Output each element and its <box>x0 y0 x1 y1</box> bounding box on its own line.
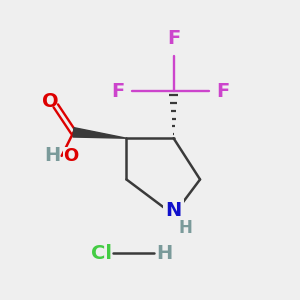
Text: H: H <box>44 146 60 165</box>
Text: F: F <box>112 82 125 100</box>
Text: O: O <box>63 147 78 165</box>
Text: H: H <box>178 219 192 237</box>
Text: F: F <box>167 29 180 48</box>
Text: Cl: Cl <box>91 244 112 262</box>
Text: N: N <box>165 201 182 220</box>
Polygon shape <box>73 128 126 138</box>
Text: F: F <box>216 82 230 100</box>
Text: H: H <box>156 244 172 262</box>
Text: O: O <box>42 92 58 111</box>
